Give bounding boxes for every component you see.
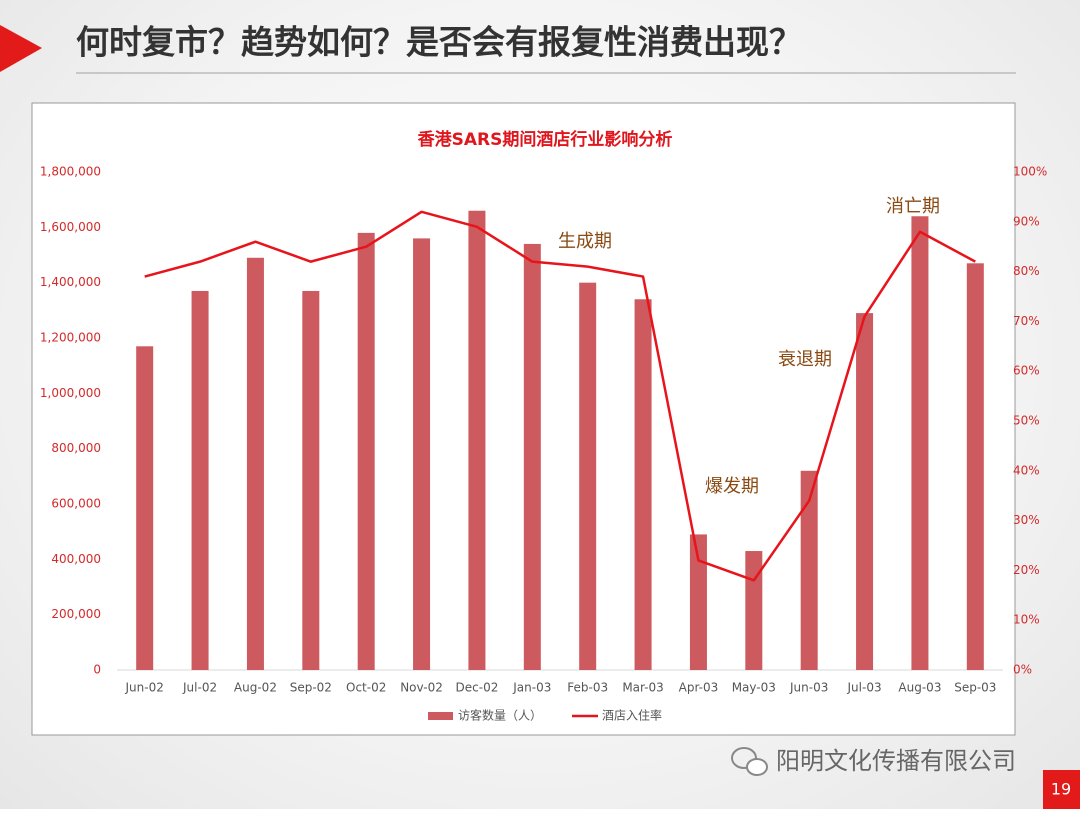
legend-label: 酒店入住率 (602, 708, 662, 723)
bar (191, 290, 209, 670)
bar (468, 210, 486, 670)
bar (689, 534, 707, 670)
page-badge (1043, 770, 1080, 809)
bar (413, 238, 431, 670)
x-tick-label: May-03 (732, 681, 776, 695)
y2-tick-label: 100% (1013, 165, 1047, 179)
y-tick-label: 1,800,000 (40, 165, 101, 179)
x-tick-label: Jul-03 (847, 681, 882, 695)
x-tick-label: Dec-02 (456, 681, 499, 695)
y2-tick-label: 70% (1013, 314, 1040, 328)
y-tick-label: 1,400,000 (40, 275, 101, 289)
bar (523, 243, 541, 670)
y-tick-label: 600,000 (51, 497, 101, 511)
title-marker (0, 25, 42, 72)
watermark: 阳明文化传播有限公司 (776, 747, 1016, 775)
annotation: 消亡期 (886, 196, 940, 217)
y2-tick-label: 60% (1013, 364, 1040, 378)
bar (246, 257, 264, 670)
bar (745, 551, 763, 670)
annotation: 生成期 (558, 231, 612, 252)
bar (966, 263, 984, 670)
annotation: 衰退期 (778, 349, 832, 370)
x-tick-label: Feb-03 (567, 681, 608, 695)
bar (136, 346, 154, 670)
legend-swatch (428, 712, 453, 720)
bar (634, 299, 652, 670)
x-tick-label: Nov-02 (400, 681, 443, 695)
bar (911, 216, 929, 670)
x-tick-label: Apr-03 (679, 681, 719, 695)
x-tick-label: Jul-02 (182, 681, 217, 695)
x-tick-label: Jun-03 (789, 681, 828, 695)
x-tick-label: Sep-02 (290, 681, 332, 695)
x-tick-label: Aug-02 (234, 681, 277, 695)
bar (302, 290, 320, 670)
x-tick-label: Jun-02 (125, 681, 164, 695)
x-tick-label: Aug-03 (898, 681, 941, 695)
x-tick-label: Sep-03 (954, 681, 996, 695)
annotation: 爆发期 (705, 476, 759, 497)
y-tick-label: 1,600,000 (40, 220, 101, 234)
slide-title: 何时复市？趋势如何？是否会有报复性消费出现？ (76, 23, 802, 62)
y-tick-label: 1,200,000 (40, 331, 101, 345)
y2-tick-label: 90% (1013, 214, 1040, 228)
y2-tick-label: 40% (1013, 463, 1040, 477)
y2-tick-label: 50% (1013, 414, 1040, 428)
x-tick-label: Mar-03 (622, 681, 663, 695)
y2-tick-label: 30% (1013, 513, 1040, 527)
y-tick-label: 200,000 (51, 607, 101, 621)
bar (856, 313, 874, 670)
y-tick-label: 800,000 (51, 441, 101, 455)
y2-tick-label: 20% (1013, 563, 1040, 577)
bar (579, 282, 597, 670)
bar (357, 232, 375, 670)
legend-label: 访客数量（人） (458, 708, 542, 723)
wechat-icon (731, 747, 768, 776)
bar (800, 470, 818, 670)
x-tick-label: Oct-02 (346, 681, 386, 695)
y-tick-label: 1,000,000 (40, 386, 101, 400)
y2-tick-label: 80% (1013, 264, 1040, 278)
y-tick-label: 0 (93, 663, 101, 677)
chart-title: 香港SARS期间酒店行业影响分析 (418, 129, 673, 150)
page-number: 19 (1051, 780, 1071, 799)
line (144, 210, 976, 582)
y-tick-label: 400,000 (51, 552, 101, 566)
y2-tick-label: 10% (1013, 613, 1040, 627)
y2-tick-label: 0% (1013, 663, 1032, 677)
x-tick-label: Jan-03 (512, 681, 551, 695)
